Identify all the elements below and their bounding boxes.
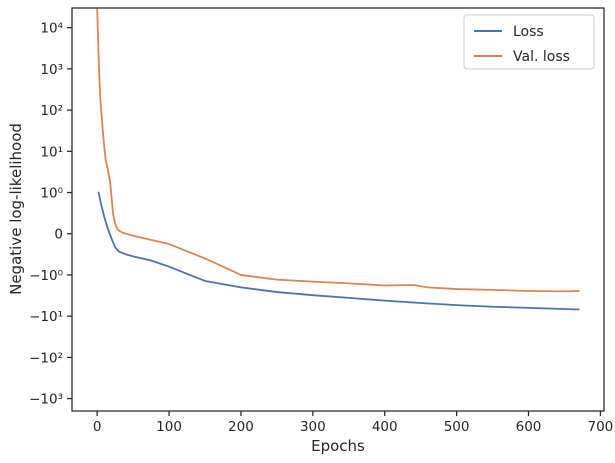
y-tick-label: −10¹ [29,309,63,325]
y-tick-label: 10³ [40,62,63,78]
x-tick-label: 500 [444,419,470,435]
x-axis-title: Epochs [311,437,365,455]
y-tick-label: −10² [29,350,63,366]
series-line-val-loss [96,8,580,293]
legend-label-loss: Loss [513,24,544,40]
legend-label-val-loss: Val. loss [513,49,570,65]
x-axis: 0 100 200 300 400 500 600 700 [93,411,613,435]
x-tick-label: 200 [228,419,254,435]
x-tick-label: 400 [372,419,398,435]
y-tick-label: 10¹ [40,144,63,160]
y-tick-label: 10⁴ [40,21,63,37]
x-tick-label: 300 [300,419,326,435]
y-axis-title: Negative log-likelihood [7,123,25,295]
y-tick-label: −10⁰ [29,268,63,284]
legend: Loss Val. loss [463,14,595,70]
plot-area [96,8,580,311]
x-tick-label: 600 [516,419,542,435]
x-tick-label: 100 [156,419,182,435]
y-tick-label: 0 [54,227,63,243]
axes-frame [71,7,605,412]
x-tick-label: 700 [588,419,614,435]
y-tick-label: 10² [40,103,63,119]
x-tick-label: 0 [93,419,102,435]
series-line-loss [97,191,580,311]
y-axis: −10³ −10² −10¹ −10⁰ 0 10⁰ 10¹ 10² 10³ 10⁴ [29,21,72,408]
y-tick-label: 10⁰ [40,186,63,202]
y-tick-label: −10³ [29,392,63,408]
